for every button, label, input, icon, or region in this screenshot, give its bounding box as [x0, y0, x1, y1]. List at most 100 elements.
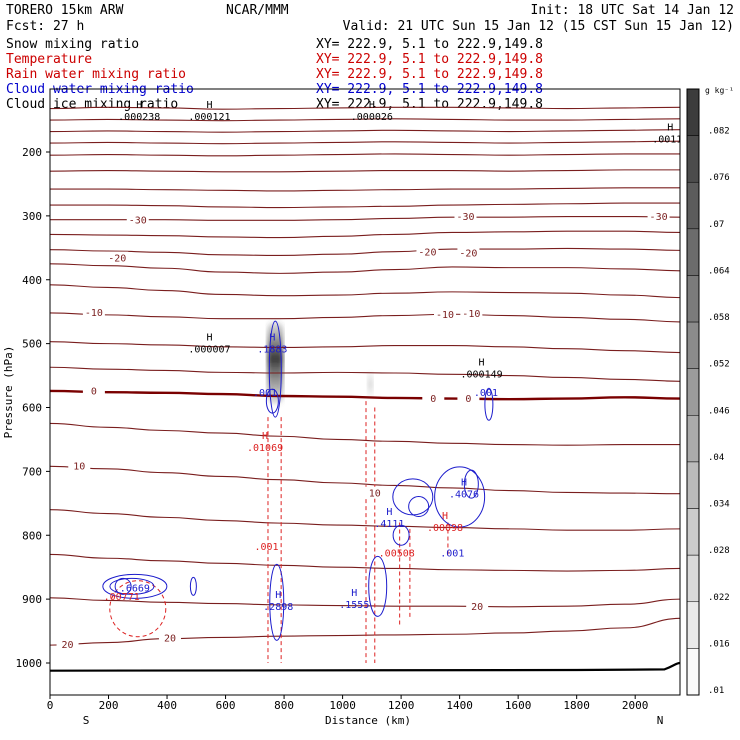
cloud-water-contour [268, 320, 282, 418]
x-tick-label: 1600 [505, 699, 532, 712]
cloud-water-contour [408, 496, 430, 518]
snow-max-marker: H [479, 358, 485, 369]
temperature-contour [50, 169, 680, 173]
temperature-label: -10 [462, 309, 480, 320]
cloud-water-contour [102, 573, 168, 599]
snow-max-value: .000238 [118, 112, 160, 123]
legend-xy-temperature: XY= 222.9, 5.1 to 222.9,149.8 [316, 52, 543, 67]
cloud-water-max-marker: H [275, 590, 281, 601]
temperature-label: -10 [85, 308, 103, 319]
snow-max-value: .000121 [188, 112, 230, 123]
colorbar-swatch [686, 461, 700, 509]
colorbar-swatch [686, 228, 700, 276]
temperature-contour [50, 366, 680, 382]
cloud-water-contour [189, 576, 197, 596]
colorbar-tick-label: .016 [708, 639, 730, 649]
colorbar-swatch [686, 601, 700, 649]
temperature-label: 20 [471, 602, 483, 613]
colorbar-tick-label: .064 [708, 266, 730, 276]
temperature-contour [50, 389, 680, 401]
temperature-contour [50, 118, 680, 122]
temperature-label-bg [82, 305, 105, 318]
x-end-left: S [83, 714, 90, 727]
temperature-contour [50, 247, 680, 257]
rain-max-value: .001 [254, 542, 278, 553]
temperature-label: 0 [465, 394, 471, 405]
y-axis-title: Pressure (hPa) [2, 346, 15, 439]
cloud-water-max-value: .1883 [257, 345, 287, 356]
cloud-water-max-value: .4076 [449, 490, 479, 501]
y-tick-label: 400 [22, 274, 42, 287]
x-tick-label: 400 [157, 699, 177, 712]
temperature-contour [50, 129, 680, 133]
colorbar-swatch [686, 88, 700, 136]
legend-name-rain: Rain water mixing ratio [6, 67, 186, 82]
chart-header: TORERO 15km ARW NCAR/MMM Init: 18 UTC Sa… [6, 3, 734, 34]
x-tick-label: 1200 [388, 699, 415, 712]
colorbar-tick-label: .058 [708, 313, 730, 323]
temperature-label-bg [363, 486, 386, 499]
temperature-contour [50, 284, 680, 299]
colorbar-swatch [686, 415, 700, 463]
colorbar-tick-label: .034 [708, 500, 730, 510]
plot-frame [49, 88, 681, 696]
temperature-label-bg [466, 599, 489, 612]
colorbar-frame [686, 88, 700, 696]
snow-column [367, 372, 374, 398]
colorbar-swatch [686, 275, 700, 323]
cloud-water-contour [484, 387, 494, 421]
cloud-water-contour [392, 524, 410, 546]
field-legend: Snow mixing ratio XY= 222.9, 5.1 to 222.… [6, 37, 543, 112]
colorbar-swatch [686, 321, 700, 369]
cloud-water-max-marker: H [351, 588, 357, 599]
temperature-contour [50, 106, 680, 110]
snow-max-marker: H [206, 100, 212, 111]
model-label: TORERO 15km ARW [6, 3, 124, 18]
cloud-water-contour [368, 555, 388, 617]
y-tick-label: 700 [22, 465, 42, 478]
temperature-contour [50, 263, 680, 274]
temperature-contour [50, 553, 680, 572]
colorbar-swatch [686, 135, 700, 183]
temperature-label-bg [56, 638, 79, 651]
temperature-label: -20 [418, 247, 436, 258]
temperature-contour [50, 230, 680, 239]
cloud-water-contour [434, 466, 486, 528]
terrain-line [50, 661, 680, 672]
cloud-water-max-marker: H [386, 507, 392, 518]
snow-max-value: .00114 [652, 135, 688, 146]
colorbar-swatch [686, 368, 700, 416]
cloud-water-contour [392, 478, 434, 516]
temperature-label-bg [126, 213, 149, 226]
temperature-contour [50, 465, 680, 495]
snow-max-value: .000007 [188, 345, 230, 356]
colorbar-unit: g kg⁻¹ [705, 86, 734, 95]
x-tick-label: 0 [47, 699, 54, 712]
temperature-label-bg [647, 210, 670, 223]
rain-max-value: .00508 [379, 548, 415, 559]
cloud-water-contour [269, 563, 285, 641]
temperature-contour [50, 202, 680, 209]
snow-max-marker: H [206, 333, 212, 344]
x-tick-label: 600 [216, 699, 236, 712]
temperature-label-bg [460, 307, 483, 320]
temperature-label: -20 [459, 249, 477, 260]
cloud-water-contour [109, 577, 155, 595]
temperature-label-bg [422, 392, 445, 405]
y-tick-label: 600 [22, 402, 42, 415]
cloud-water-max-value: .4111 [374, 519, 404, 530]
snow-column [267, 321, 284, 405]
snow-max-value: .000026 [351, 112, 393, 123]
y-tick-label: 200 [22, 146, 42, 159]
rain-contour [109, 580, 167, 638]
x-tick-label: 1800 [563, 699, 590, 712]
cloud-water-max-value: .001 [474, 388, 498, 399]
cloud-water-max-value: .2898 [263, 602, 293, 613]
init-label: Init: 18 UTC Sat 14 Jan 12 [531, 3, 735, 18]
temperature-label-bg [158, 631, 181, 644]
temperature-label-bg [454, 210, 477, 223]
colorbar-tick-label: .082 [708, 127, 730, 137]
colorbar-tick-label: .04 [708, 453, 724, 463]
temperature-label-bg [434, 307, 456, 320]
